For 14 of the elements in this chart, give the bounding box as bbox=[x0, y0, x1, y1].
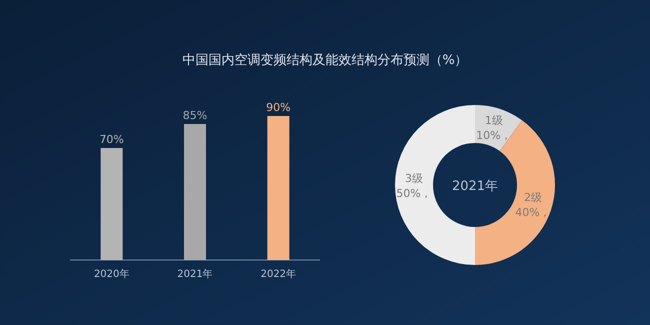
text: 2021年 bbox=[452, 179, 498, 194]
x-tick-label: 2022年 bbox=[260, 268, 296, 280]
slice-label: 3级 bbox=[405, 172, 423, 185]
data-label: 10%， bbox=[476, 128, 512, 142]
data-label: 50%， bbox=[396, 187, 432, 200]
data-label: 85% bbox=[182, 109, 208, 122]
slice-label: 2级 bbox=[524, 190, 542, 204]
data-label: 40%， bbox=[515, 206, 551, 219]
title: 中国国内空调变频结构及能效结构分布预测（%） bbox=[182, 53, 468, 68]
slice-label: 1级 bbox=[484, 114, 503, 127]
data-label: 90% bbox=[266, 101, 291, 114]
data-label: 70% bbox=[99, 133, 124, 146]
x-tick-label: 2021年 bbox=[177, 268, 213, 280]
x-tick-label: 2020年 bbox=[94, 268, 130, 280]
